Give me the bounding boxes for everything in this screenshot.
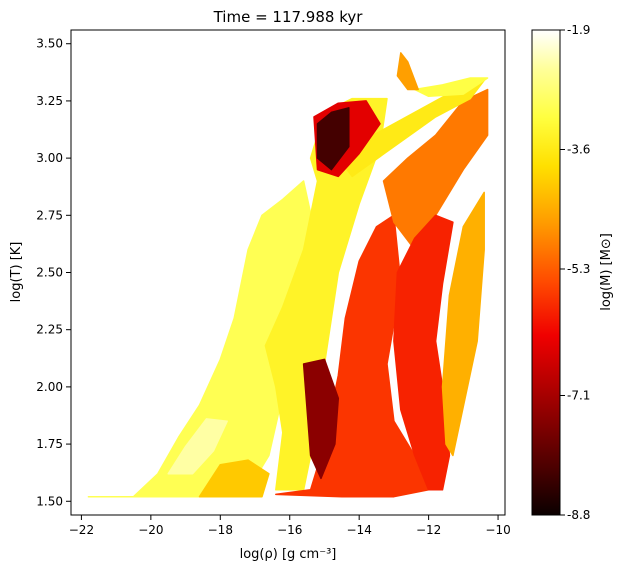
point-cloud-region <box>167 418 228 475</box>
point-cloud-region <box>396 52 419 91</box>
colorbar-ticks: -8.8 -7.1 -5.3 -3.6 -1.9 <box>560 23 590 522</box>
y-tick-label: 3.25 <box>36 94 63 108</box>
point-cloud-region <box>413 77 489 98</box>
x-tick-label: −14 <box>347 523 372 537</box>
x-axis-label: log(ρ) [g cm⁻³] <box>240 547 337 562</box>
point-cloud-region <box>337 79 485 178</box>
y-axis: 1.50 1.75 2.00 2.25 2.50 2.75 3.00 3.25 3.50 <box>36 37 71 508</box>
y-tick-label: 2.00 <box>36 380 63 394</box>
colorbar-tick-label: -3.6 <box>567 142 590 156</box>
y-tick-label: 2.50 <box>36 266 63 280</box>
x-tick-label: −10 <box>485 523 510 537</box>
y-axis-label: log(T) [K] <box>9 242 24 303</box>
x-tick-label: −12 <box>416 523 441 537</box>
point-cloud-region <box>382 88 489 251</box>
x-tick-label: −20 <box>138 523 163 537</box>
x-tick-label: −18 <box>208 523 233 537</box>
point-cloud-region <box>198 459 270 498</box>
y-tick-label: 2.25 <box>36 323 63 337</box>
colorbar-tick-label: -5.3 <box>567 262 590 276</box>
colorbar-label: log(M) [M⊙] <box>599 233 614 311</box>
colorbar-tick-label: -7.1 <box>567 389 590 403</box>
y-tick-label: 3.00 <box>36 151 63 165</box>
point-cloud-region <box>264 97 388 491</box>
y-tick-label: 1.50 <box>36 494 63 508</box>
chart-title: Time = 117.988 kyr <box>213 8 364 26</box>
y-tick-label: 3.50 <box>36 37 63 51</box>
colorbar <box>531 29 561 516</box>
scatter-points <box>87 52 489 498</box>
point-cloud-region <box>302 358 340 480</box>
y-tick-label: 1.75 <box>36 437 63 451</box>
x-tick-label: −16 <box>277 523 302 537</box>
point-cloud-region <box>441 191 485 457</box>
x-tick-label: −22 <box>69 523 94 537</box>
y-tick-label: 2.75 <box>36 208 63 222</box>
point-cloud-region <box>316 107 350 171</box>
x-axis: −22 −20 −18 −16 −14 −12 −10 <box>69 515 511 537</box>
colorbar-tick-label: -8.8 <box>567 508 590 522</box>
colorbar-tick-label: -1.9 <box>567 23 590 37</box>
